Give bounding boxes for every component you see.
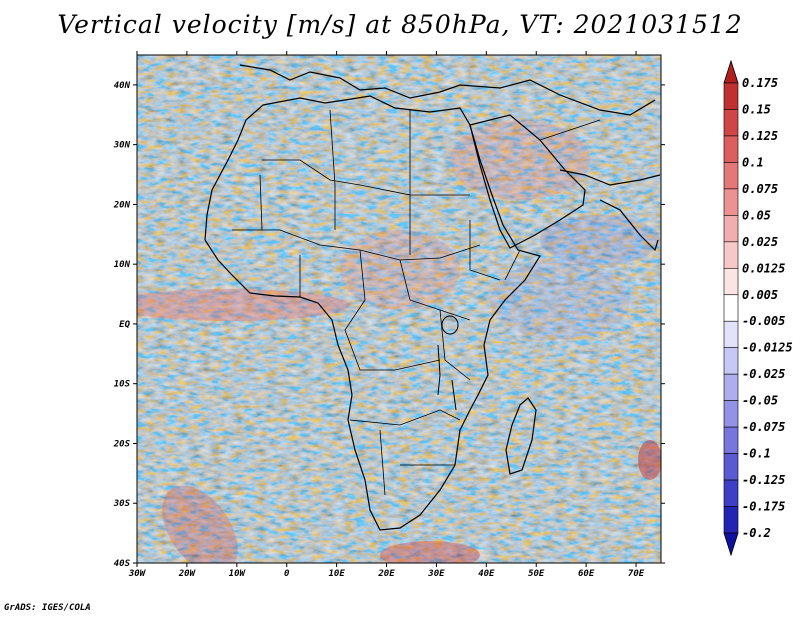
colorbar-segment: [723, 347, 739, 375]
colorbar-label: 0.1: [742, 155, 764, 169]
colorbar-segment: [723, 109, 739, 137]
colorbar-label: -0.025: [742, 367, 785, 381]
colorbar-label: 0.075: [742, 182, 778, 196]
lon-label: 40E: [478, 569, 495, 579]
colorbar-label: -0.175: [742, 500, 785, 514]
colorbar-label: 0.025: [742, 235, 778, 249]
colorbar-label: -0.05: [742, 394, 778, 408]
colorbar-label: -0.2: [742, 526, 771, 540]
colorbar-label: 0.005: [742, 288, 778, 302]
colorbar-label: 0.125: [742, 129, 778, 143]
lon-label: 20E: [377, 569, 395, 579]
lat-label: 40S: [114, 559, 131, 569]
longitude-labels: 30W 20W 10W 0 10E 20E 30E 40E 50E 60E 70E: [128, 569, 645, 579]
lat-label: 20S: [113, 439, 131, 449]
colorbar-segment: [723, 82, 739, 110]
colorbar-label: 0.05: [742, 208, 771, 222]
footer-credit: GrADS: IGES/COLA: [4, 603, 91, 613]
colorbar-label: -0.125: [742, 473, 785, 487]
lon-label: 10E: [328, 569, 345, 579]
lon-label: 60E: [578, 569, 595, 579]
lon-label: 30W: [128, 569, 147, 579]
colorbar-segment: [723, 135, 739, 163]
borders: [232, 109, 601, 496]
colorbar-label: -0.1: [742, 447, 771, 461]
map-title: Vertical velocity [m/s] at 850hPa, VT: 2…: [57, 10, 743, 39]
colorbar-segment: [723, 320, 739, 349]
colorbar-segment: [723, 162, 739, 190]
lat-label: 40N: [114, 81, 131, 91]
lon-label: 70E: [628, 569, 645, 579]
latitude-labels: 40N 30N 20N 10N EQ 10S 20S 30S 40S: [113, 81, 131, 569]
colorbar-segment: [723, 506, 739, 534]
colorbar-label: 0.0125: [742, 261, 785, 275]
lon-label: 0: [284, 569, 290, 579]
lat-label: EQ: [119, 320, 130, 330]
colorbar-segment: [723, 426, 739, 454]
lon-label: 20W: [178, 569, 197, 579]
lat-label: 30N: [113, 141, 131, 151]
lat-label: 10S: [114, 380, 131, 390]
colorbar-segment: [723, 453, 739, 481]
colorbar: 0.175 0.15 0.125 0.1 0.075 0.05 0.025 0.0125 0.0…: [723, 59, 793, 557]
colorbar-segment: [723, 479, 739, 507]
lon-label: 10W: [229, 569, 247, 579]
vertical-velocity-field: [137, 55, 661, 563]
colorbar-segment: [723, 400, 739, 428]
colorbar-top-arrow: [723, 59, 739, 84]
colorbar-segment: [723, 241, 739, 269]
colorbar-bottom-arrow: [723, 532, 739, 557]
colorbar-segment: [723, 215, 739, 243]
map-frame: [136, 54, 662, 564]
lat-label: 10N: [114, 260, 131, 270]
colorbar-label: 0.15: [742, 102, 771, 116]
axis-ticks: [133, 51, 665, 567]
lon-label: 30E: [427, 569, 445, 579]
colorbar-segment: [723, 267, 739, 296]
lon-label: 50E: [528, 569, 545, 579]
colorbar-segment: [723, 188, 739, 216]
colorbar-segment: [723, 294, 739, 322]
colorbar-label: -0.0125: [742, 341, 793, 355]
lakes: [437, 315, 459, 411]
colorbar-label: -0.075: [742, 420, 785, 434]
colorbar-label: -0.005: [742, 314, 785, 328]
colorbar-label: 0.175: [742, 76, 778, 90]
colorbar-segment: [723, 373, 739, 401]
lat-label: 30S: [113, 499, 131, 509]
lat-label: 20N: [113, 200, 131, 210]
